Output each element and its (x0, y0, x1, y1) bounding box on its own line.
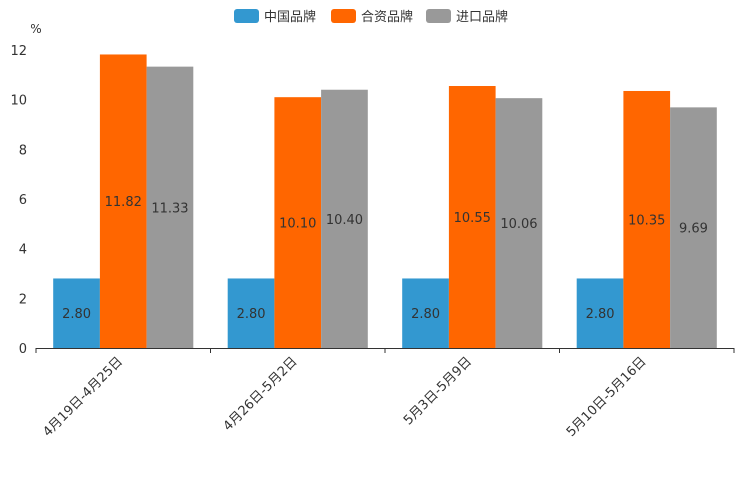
legend-item[interactable]: 中国品牌 (234, 9, 316, 25)
x-tick-label: 4月26日-5月2日 (221, 354, 301, 434)
x-tick-label: 5月10日-5月16日 (564, 354, 650, 440)
bar[interactable] (670, 107, 717, 349)
bar[interactable] (495, 98, 543, 348)
data-label: 11.82 (105, 195, 142, 210)
legend-label: 中国品牌 (264, 9, 316, 25)
y-axis-ticks: 0 2 4 6 8 10 12 (10, 44, 27, 357)
data-label: 10.06 (500, 217, 537, 232)
y-tick-label: 10 (10, 94, 27, 109)
legend-swatch (331, 9, 356, 23)
y-tick-label: 6 (19, 193, 27, 208)
x-axis-ticks: 4月19日-4月25日 4月26日-5月2日 5月3日-5月9日 5月10日-5月16… (35, 348, 735, 440)
y-axis-unit-label: % (30, 22, 41, 36)
legend-item[interactable]: 进口品牌 (426, 9, 508, 25)
legend-label: 进口品牌 (456, 9, 508, 25)
legend-label: 合资品牌 (361, 9, 413, 25)
x-tick-label: 4月19日-4月25日 (40, 354, 126, 440)
bar[interactable] (99, 54, 147, 348)
y-tick-label: 4 (19, 243, 27, 258)
y-tick-label: 0 (19, 342, 27, 357)
legend-item[interactable]: 合资品牌 (331, 9, 413, 25)
data-label: 11.33 (151, 201, 188, 216)
data-label: 2.80 (237, 307, 266, 322)
bar[interactable] (402, 278, 449, 348)
data-label: 2.80 (586, 307, 615, 322)
bar[interactable] (274, 97, 322, 348)
y-tick-label: 8 (19, 143, 27, 158)
data-label: 2.80 (62, 307, 91, 322)
data-label: 10.35 (628, 213, 665, 228)
bar[interactable] (448, 86, 496, 348)
bar[interactable] (576, 278, 624, 348)
data-label: 10.40 (326, 213, 363, 228)
y-tick-label: 12 (10, 44, 27, 59)
data-labels: 2.80 11.82 11.33 2.80 10.10 10.40 2.80 10.55 10.… (62, 195, 708, 322)
bar[interactable] (321, 89, 368, 348)
data-label: 9.69 (679, 222, 708, 237)
y-tick-label: 2 (19, 292, 27, 307)
data-label: 2.80 (411, 307, 440, 322)
bars (53, 54, 717, 349)
data-label: 10.55 (454, 211, 491, 226)
bar[interactable] (53, 278, 100, 348)
legend-swatch (234, 9, 259, 23)
bar[interactable] (227, 278, 275, 348)
bar[interactable] (623, 90, 671, 348)
legend-swatch (426, 9, 451, 23)
legend[interactable]: 中国品牌 合资品牌 进口品牌 (234, 9, 508, 25)
data-label: 10.10 (279, 217, 316, 232)
x-tick-label: 5月3日-5月9日 (401, 354, 475, 428)
bar[interactable] (146, 66, 194, 348)
